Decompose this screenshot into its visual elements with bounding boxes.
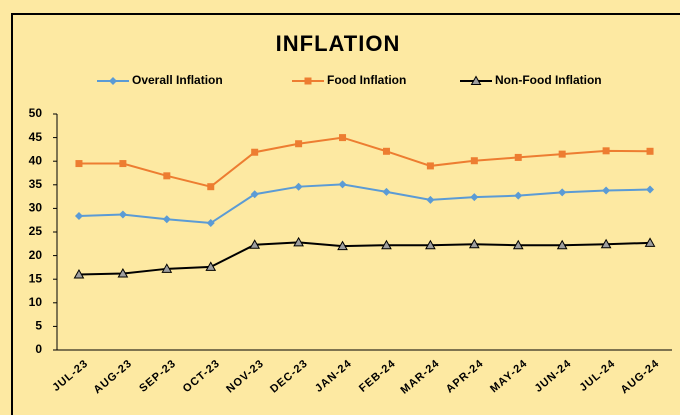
legend-marker — [470, 75, 482, 85]
data-point — [514, 153, 522, 161]
data-point — [117, 268, 129, 278]
y-tick-label: 5 — [35, 319, 42, 333]
data-point — [558, 150, 566, 158]
y-tick-label: 0 — [35, 342, 42, 356]
series-line — [78, 183, 651, 225]
data-point — [251, 148, 259, 156]
data-point — [75, 160, 83, 168]
data-point — [162, 215, 171, 224]
data-point — [163, 172, 171, 180]
data-point — [295, 140, 303, 148]
data-point — [646, 185, 655, 194]
y-tick-label: 10 — [29, 295, 43, 309]
legend-marker — [304, 77, 312, 85]
data-point — [381, 239, 392, 250]
series-line — [78, 136, 651, 188]
data-point — [426, 195, 435, 204]
data-point — [339, 134, 347, 142]
data-point — [382, 147, 390, 155]
data-point — [512, 239, 524, 250]
chart-title: INFLATION — [276, 31, 401, 56]
data-point — [293, 236, 304, 247]
legend-label: Non-Food Inflation — [495, 73, 602, 87]
data-point — [470, 157, 478, 165]
data-point — [119, 160, 127, 168]
data-point — [600, 238, 612, 249]
data-point — [74, 211, 83, 220]
data-point — [425, 239, 436, 250]
data-point — [514, 191, 523, 200]
data-point — [602, 186, 611, 195]
legend-marker — [109, 77, 117, 85]
y-tick-label: 40 — [29, 153, 43, 167]
y-tick-label: 30 — [29, 201, 43, 215]
frame — [11, 13, 680, 415]
data-point — [73, 268, 85, 279]
y-tick-label: 50 — [29, 106, 43, 120]
y-tick-label: 20 — [29, 248, 43, 262]
data-point — [556, 239, 568, 250]
data-point — [206, 219, 215, 228]
data-point — [118, 210, 127, 219]
data-point — [205, 261, 217, 271]
data-point — [468, 238, 480, 249]
data-point — [382, 187, 391, 196]
data-point — [470, 193, 479, 202]
data-point — [338, 180, 347, 189]
data-point — [558, 188, 567, 197]
legend-label: Overall Inflation — [132, 73, 223, 87]
data-point — [249, 239, 261, 249]
data-point — [250, 190, 259, 199]
y-tick-label: 15 — [29, 271, 43, 285]
data-point — [337, 240, 348, 251]
data-point — [646, 147, 654, 155]
data-point — [207, 183, 215, 191]
data-point — [602, 147, 610, 155]
y-tick-label: 25 — [29, 224, 43, 238]
y-tick-label: 45 — [29, 130, 43, 144]
y-tick-label: 35 — [29, 177, 43, 191]
data-point — [294, 182, 303, 191]
legend-label: Food Inflation — [327, 73, 406, 87]
data-point — [426, 162, 434, 170]
data-point — [644, 237, 656, 247]
data-point — [161, 263, 173, 273]
series-line — [78, 241, 651, 276]
